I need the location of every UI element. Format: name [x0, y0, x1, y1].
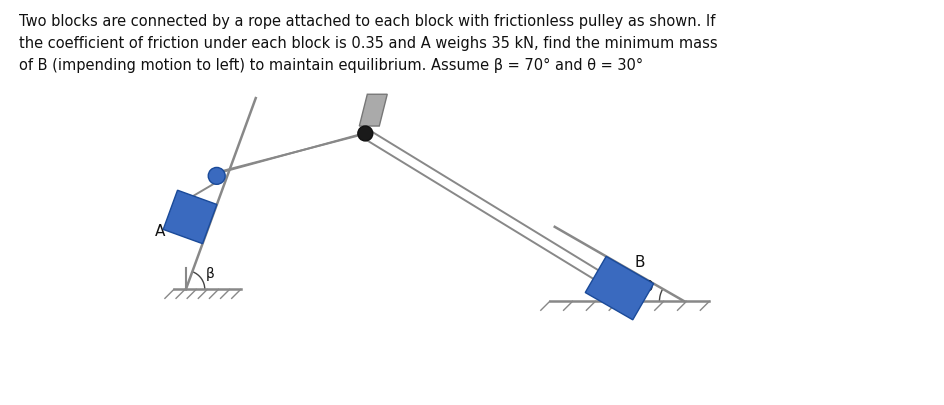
Polygon shape — [359, 94, 387, 126]
Text: A: A — [155, 224, 165, 239]
Text: Two blocks are connected by a rope attached to each block with frictionless pull: Two blocks are connected by a rope attac… — [19, 14, 717, 72]
Text: β: β — [206, 267, 214, 281]
Circle shape — [358, 126, 372, 141]
Polygon shape — [584, 256, 653, 320]
Polygon shape — [163, 190, 216, 244]
Circle shape — [208, 167, 225, 184]
Text: θ: θ — [643, 280, 651, 294]
Text: B: B — [633, 255, 644, 270]
